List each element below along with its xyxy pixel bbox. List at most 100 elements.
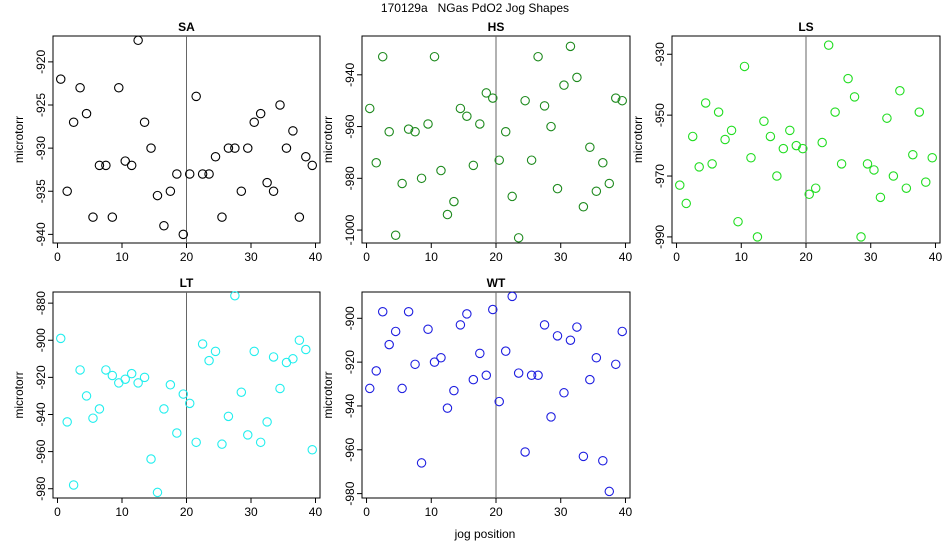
sa-data-point	[268, 186, 279, 197]
hs-y-axis-label: microtorr	[321, 116, 335, 163]
sa-data-point	[81, 108, 92, 119]
ls-data-point	[798, 143, 808, 154]
sa-data-point	[288, 126, 298, 136]
lt-data-point	[210, 346, 221, 357]
ls-y-axis-label: microtorr	[631, 116, 645, 163]
sa-x-tick-label: 30	[244, 250, 258, 264]
lt-data-point	[184, 398, 195, 409]
lt-data-point	[126, 368, 137, 379]
lt-data-point	[294, 335, 305, 346]
ls-data-point	[707, 159, 717, 169]
lt-data-point	[55, 333, 66, 344]
wt-data-point	[591, 352, 602, 363]
ls-data-point	[869, 165, 879, 175]
lt-y-tick-label: -940	[34, 402, 48, 426]
sa-data-point	[107, 212, 118, 222]
ls-data-point	[772, 171, 782, 181]
hs-panel-title: HS	[488, 20, 505, 34]
ls-data-point	[914, 107, 925, 117]
lt-data-point	[204, 355, 214, 366]
hs-data-point	[481, 88, 492, 98]
hs-data-point	[617, 95, 627, 106]
wt-data-point	[500, 346, 511, 356]
hs-data-point	[377, 51, 388, 62]
hs-data-point	[384, 126, 394, 137]
sa-y-tick-label: -935	[34, 179, 48, 203]
lt-data-point	[275, 383, 285, 394]
lt-data-point	[243, 430, 253, 440]
lt-data-point	[133, 378, 143, 388]
hs-data-point	[513, 233, 524, 243]
wt-data-point	[526, 370, 537, 381]
wt-y-tick-label: -940	[343, 394, 357, 418]
hs-y-tick-label: -980	[343, 166, 357, 190]
sa-data-point	[275, 100, 285, 110]
hs-data-point	[475, 119, 485, 129]
sa-data-point	[55, 74, 66, 84]
lt-x-tick-label: 10	[115, 505, 129, 519]
wt-data-point	[546, 412, 556, 422]
sa-data-point	[243, 143, 253, 153]
lt-data-point	[159, 404, 169, 414]
wt-data-point	[552, 331, 563, 341]
hs-data-point	[410, 126, 420, 137]
wt-data-point	[617, 326, 627, 337]
ls-data-point	[681, 198, 691, 209]
wt-data-point	[488, 304, 498, 315]
sa-data-point	[75, 83, 85, 93]
hs-x-tick-label: 20	[489, 250, 503, 264]
lt-data-point	[172, 428, 182, 438]
ls-data-point	[895, 86, 905, 96]
wt-x-tick-label: 10	[425, 505, 439, 519]
wt-y-axis-label: microtorr	[321, 371, 335, 418]
lt-data-point	[114, 378, 124, 388]
ls-data-point	[875, 192, 886, 203]
lt-data-point	[94, 404, 105, 414]
hs-data-point	[462, 111, 472, 121]
lt-data-point	[152, 487, 163, 498]
wt-data-point	[455, 320, 466, 330]
sa-data-point	[152, 190, 163, 201]
wt-data-point	[578, 451, 589, 462]
sa-data-point	[139, 117, 150, 128]
sa-data-point	[191, 91, 201, 102]
hs-x-tick-label: 30	[554, 250, 568, 264]
ls-data-point	[752, 232, 763, 242]
wt-data-point	[410, 359, 420, 370]
sa-data-point	[301, 152, 311, 162]
ls-data-point	[759, 116, 769, 126]
ls-data-point	[726, 125, 737, 136]
lt-data-point	[81, 391, 92, 401]
hs-data-point	[552, 183, 563, 194]
wt-data-point	[559, 388, 569, 398]
ls-data-point	[720, 134, 730, 145]
hs-data-point	[390, 230, 401, 240]
ls-data-point	[765, 131, 776, 142]
ls-data-point	[700, 98, 711, 108]
hs-y-tick-label: -960	[343, 114, 357, 138]
figure-title: 170129a NGas PdO2 Jog Shapes	[380, 1, 570, 15]
lt-data-point	[301, 344, 311, 355]
ls-data-point	[694, 162, 704, 172]
ls-data-point	[882, 113, 892, 123]
ls-x-tick-label: 40	[929, 250, 943, 264]
ls-data-point	[804, 189, 814, 200]
lt-data-point	[223, 411, 234, 422]
wt-data-point	[611, 359, 621, 370]
ls-data-point	[739, 61, 750, 72]
ls-data-point	[823, 40, 834, 50]
wt-data-point	[462, 309, 472, 319]
hs-data-point	[539, 101, 550, 111]
lt-data-point	[268, 352, 279, 362]
sa-data-point	[294, 212, 305, 222]
sa-y-tick-label: -920	[34, 50, 48, 74]
sa-data-point	[184, 169, 195, 179]
ls-data-point	[908, 149, 918, 160]
hs-data-point	[520, 95, 530, 106]
lt-data-point	[88, 413, 98, 423]
wt-data-point	[390, 326, 401, 337]
lt-data-point	[139, 372, 150, 383]
hs-data-point	[455, 103, 466, 114]
lt-data-point	[230, 290, 240, 301]
ls-data-point	[785, 125, 795, 136]
